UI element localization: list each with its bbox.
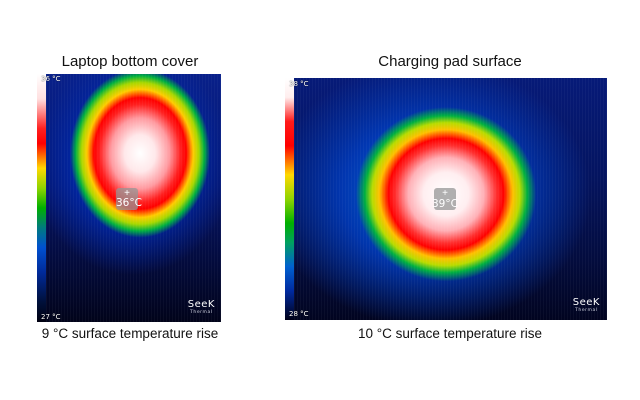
scale-min-label: 28 °C (289, 310, 309, 318)
spot-reticle: + (434, 188, 456, 210)
panel-caption-laptop: 9 °C surface temperature rise (41, 326, 219, 341)
panel-title-laptop: Laptop bottom cover (61, 53, 199, 70)
temperature-scale-bar (285, 78, 294, 320)
spot-reticle: + (116, 188, 138, 210)
thermal-image-charging-pad: 38 °C 28 °C + 39°C SeeK Thermal (285, 78, 607, 320)
spot-temperature: 36°C (116, 197, 142, 209)
scale-max-label: 38 °C (289, 80, 309, 88)
crosshair-icon: + (442, 188, 448, 199)
thermal-image-laptop: 36 °C 27 °C + 36°C SeeK Thermal (37, 74, 221, 322)
panel-title-charging-pad: Charging pad surface (378, 53, 522, 70)
scale-max-label: 36 °C (41, 75, 61, 83)
seek-thermal-logo: SeeK Thermal (572, 297, 600, 314)
crosshair-icon: + (124, 188, 130, 199)
scale-min-label: 27 °C (41, 313, 61, 321)
seek-thermal-logo: SeeK Thermal (187, 299, 215, 316)
temperature-scale-bar (37, 74, 46, 322)
spot-temperature: 39°C (432, 198, 458, 210)
panel-caption-charging-pad: 10 °C surface temperature rise (358, 326, 542, 341)
